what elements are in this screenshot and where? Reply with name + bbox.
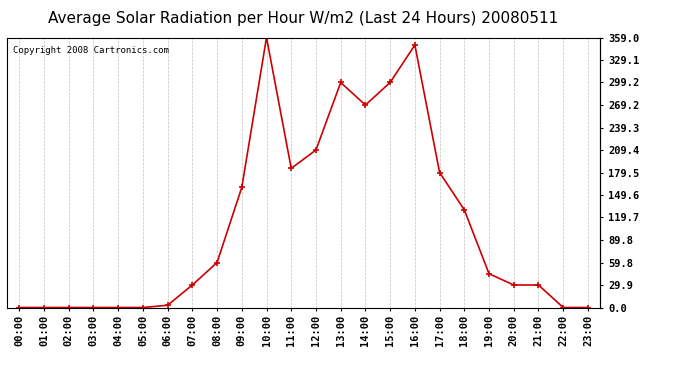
Text: Average Solar Radiation per Hour W/m2 (Last 24 Hours) 20080511: Average Solar Radiation per Hour W/m2 (L… bbox=[48, 11, 559, 26]
Text: Copyright 2008 Cartronics.com: Copyright 2008 Cartronics.com bbox=[13, 46, 169, 55]
